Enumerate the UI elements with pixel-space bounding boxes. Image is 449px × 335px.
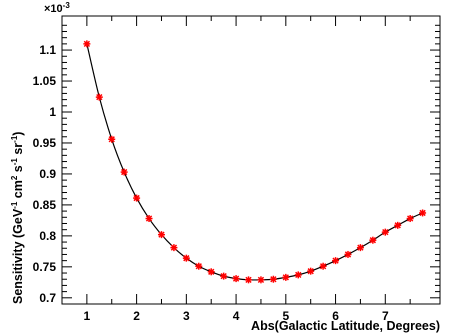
data-point-marker <box>133 194 141 202</box>
ylabel-sup2: 2 <box>10 175 19 180</box>
data-point-marker <box>344 250 352 258</box>
ylabel-sup3: -1 <box>10 158 19 166</box>
data-point-marker <box>170 244 178 252</box>
ylabel-mid1: cm <box>11 180 25 202</box>
x-tick-label: 7 <box>382 309 389 323</box>
data-point-marker <box>332 257 340 265</box>
x-axis-label: Abs(Galactic Latitude, Degrees) <box>251 319 440 333</box>
fit-curve <box>86 43 423 281</box>
data-point-marker <box>307 267 315 275</box>
y-tick-label: 0.75 <box>33 260 57 274</box>
data-point-marker <box>294 271 302 279</box>
data-point-marker <box>282 273 290 281</box>
data-point-marker <box>95 93 103 101</box>
data-point-marker <box>207 268 215 276</box>
y-multiplier-base: ×10 <box>44 3 63 15</box>
data-point-marker <box>83 40 91 48</box>
ylabel-suffix: ) <box>11 132 25 136</box>
data-point-marker <box>394 221 402 229</box>
y-multiplier: ×10-3 <box>44 1 70 15</box>
x-tick-label: 4 <box>233 309 240 323</box>
data-point-marker <box>356 244 364 252</box>
data-point-marker <box>182 254 190 262</box>
data-point-marker <box>269 275 277 283</box>
data-point-marker <box>381 228 389 236</box>
data-point-marker <box>419 209 427 217</box>
data-point-marker <box>145 215 153 223</box>
y-multiplier-exponent: -3 <box>63 1 71 10</box>
ylabel-prefix: Sensitivity (GeV <box>11 208 25 304</box>
x-tick-label: 6 <box>332 309 339 323</box>
data-point-marker <box>157 231 165 239</box>
ylabel-sup1: -1 <box>10 201 19 209</box>
y-tick-label: 1.05 <box>33 74 57 88</box>
data-markers <box>83 40 427 284</box>
data-point-marker <box>232 275 240 283</box>
x-tick-label: 3 <box>183 309 190 323</box>
data-point-marker <box>195 262 203 270</box>
data-point-marker <box>245 276 253 284</box>
y-axis-label: Sensitivity (GeV-1 cm2 s-1 sr-1) <box>10 132 25 304</box>
y-tick-label: 0.7 <box>39 291 56 305</box>
y-tick-label: 1.1 <box>39 43 56 57</box>
y-tick-labels: 0.7 0.75 0.8 0.85 0.9 0.95 1 1.05 1.1 <box>33 43 57 305</box>
y-tick-label: 0.95 <box>33 136 57 150</box>
y-tick-label: 0.9 <box>39 167 56 181</box>
data-point-marker <box>319 262 327 270</box>
data-point-marker <box>220 272 228 280</box>
ylabel-mid2: s <box>11 165 25 175</box>
data-point-marker <box>257 276 265 284</box>
y-tick-label: 1 <box>49 105 56 119</box>
plot-frame <box>61 15 441 305</box>
x-tick-label: 1 <box>84 309 91 323</box>
data-point-marker <box>120 168 128 176</box>
x-tick-labels: 1 2 3 4 5 6 7 <box>84 309 389 323</box>
y-tick-label: 0.8 <box>39 229 56 243</box>
data-point-marker <box>369 236 377 244</box>
axis-ticks <box>61 16 440 305</box>
data-point-marker <box>108 135 116 143</box>
ylabel-sup4: -1 <box>10 135 19 143</box>
data-point-marker <box>406 215 414 223</box>
x-tick-label: 2 <box>133 309 140 323</box>
ylabel-mid3: sr <box>11 143 25 158</box>
y-tick-label: 0.85 <box>33 198 57 212</box>
x-tick-label: 5 <box>282 309 289 323</box>
